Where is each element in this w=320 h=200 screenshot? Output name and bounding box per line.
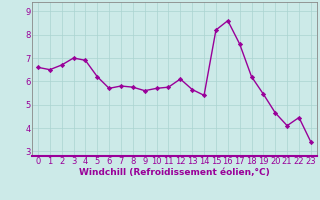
X-axis label: Windchill (Refroidissement éolien,°C): Windchill (Refroidissement éolien,°C) xyxy=(79,168,270,177)
